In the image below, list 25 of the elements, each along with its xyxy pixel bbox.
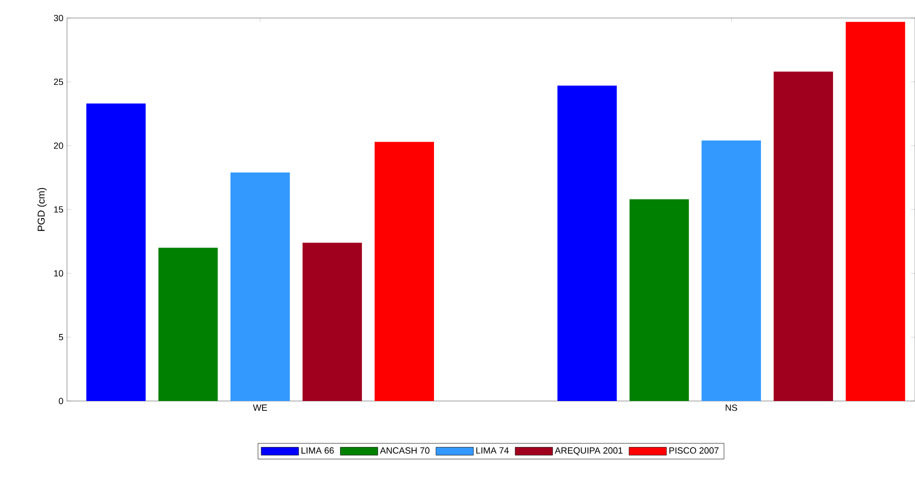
y-tick-label: 25 (54, 78, 64, 86)
bar (557, 86, 617, 401)
y-tick-label: 5 (58, 334, 64, 340)
y-axis-title: PGD (cm) (37, 188, 47, 231)
bar (846, 22, 906, 401)
legend-label: LIMA 66 (302, 447, 334, 454)
y-tick-label: 0 (58, 398, 64, 404)
bar (630, 199, 689, 401)
bar (374, 142, 434, 401)
y-tick-label: 10 (54, 270, 64, 277)
y-tick-label: 30 (54, 14, 64, 22)
legend-label: AREQUIPA 2001 (554, 447, 622, 456)
bar (158, 248, 218, 401)
bar (702, 140, 761, 401)
bar (302, 242, 362, 401)
y-tick-label: 15 (54, 206, 64, 213)
legend-label: PISCO 2007 (669, 447, 719, 454)
legend-label: ANCASH 70 (380, 447, 430, 454)
legend-label: LIMA 74 (476, 447, 509, 454)
bar (86, 104, 146, 401)
bar (774, 72, 834, 401)
x-tick-label: NS (726, 404, 738, 411)
y-tick-label: 20 (54, 142, 64, 149)
x-tick-label: WE (252, 404, 267, 411)
bar (230, 172, 290, 401)
